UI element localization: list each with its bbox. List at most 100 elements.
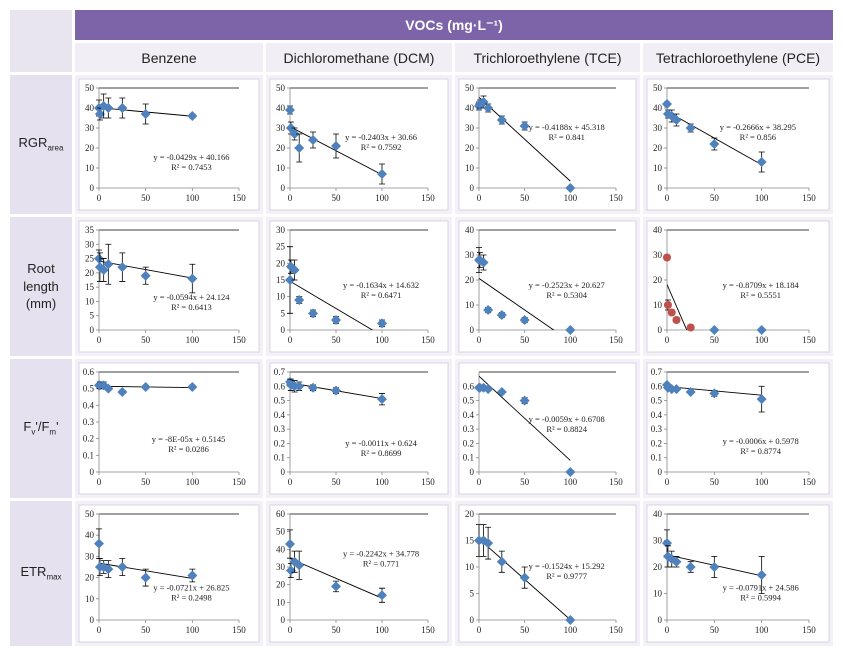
x-tick-label: 50 (520, 477, 530, 487)
y-tick-label: 5 (281, 308, 286, 318)
data-point (94, 253, 104, 264)
x-tick-label: 150 (609, 625, 623, 635)
trend-equation: y = -8E-05x + 0.5145 (152, 434, 226, 444)
y-tick-label: 50 (85, 83, 95, 93)
data-point (565, 615, 576, 625)
y-tick-label: 30 (85, 239, 95, 249)
data-point (331, 315, 341, 325)
x-tick-label: 0 (477, 625, 482, 635)
row-label: Fv'/Fm' (23, 418, 58, 438)
trend-r2: R² = 0.6471 (361, 290, 402, 300)
x-tick-label: 150 (609, 193, 623, 203)
y-tick-label: 0 (90, 183, 95, 193)
chart-cell: 0 0.1 0.2 0.3 0.4 0.5 0.6 0 50 100 150 y = -0.0059x… (455, 359, 640, 498)
chart: 0 10 20 30 40 50 0 50 100 150 y = -0.2666x + 38.29… (646, 78, 830, 211)
y-tick-label: 0.1 (463, 453, 474, 463)
x-tick-label: 100 (564, 625, 578, 635)
y-tick-label: 30 (653, 250, 663, 260)
data-point (331, 581, 341, 592)
y-tick-label: 0 (470, 183, 475, 193)
data-point (140, 270, 151, 281)
row-label-part: Root length (mm) (23, 261, 59, 312)
data-point (483, 538, 494, 549)
x-tick-label: 100 (375, 193, 389, 203)
chart-cell: 0 10 20 30 40 50 0 50 100 150 y = -0.0429x + 40.16… (75, 75, 263, 214)
y-tick-label: 0.3 (651, 424, 663, 434)
chart-background (78, 78, 260, 211)
data-point (496, 387, 507, 397)
data-point (187, 111, 198, 121)
data-point (662, 538, 672, 549)
data-point (565, 467, 576, 477)
y-tick-label: 0 (658, 183, 663, 193)
y-tick-label: 0.6 (83, 367, 95, 377)
x-tick-label: 50 (332, 625, 342, 635)
trend-r2: R² = 0.0286 (168, 444, 209, 454)
x-tick-label: 50 (141, 625, 151, 635)
y-tick-label: 10 (465, 163, 475, 173)
chart: 0 5 10 15 20 25 30 35 0 50 100 150 y = -0.0594x + 24… (78, 220, 260, 353)
y-tick-label: 0.5 (651, 396, 663, 406)
data-point (685, 123, 696, 133)
trend-r2: R² = 0.9777 (546, 571, 587, 581)
data-point (662, 551, 673, 562)
y-tick-label: 20 (276, 580, 286, 590)
chart-cell: 0 10 20 30 40 50 0 50 100 150 y = -0.0721x + 26.82… (75, 501, 263, 646)
y-tick-label: 5 (470, 589, 475, 599)
chart-background (269, 78, 449, 211)
trend-equation: y = -0.2403x + 30.66 (345, 132, 417, 142)
y-tick-label: 40 (276, 544, 286, 554)
data-point (483, 305, 494, 315)
trend-line (479, 278, 555, 330)
data-point (496, 556, 507, 567)
y-tick-label: 10 (653, 300, 663, 310)
y-tick-label: 0.2 (651, 438, 662, 448)
row-label-part: RGR (18, 135, 48, 151)
data-point (565, 325, 576, 335)
data-point (666, 111, 677, 121)
y-tick-label: 0.4 (463, 410, 475, 420)
chart-cell: 0 10 20 30 40 50 0 50 100 150 y = -0.4188x + 45.31… (455, 75, 640, 214)
data-point (308, 382, 318, 393)
y-tick-label: 20 (653, 275, 663, 285)
x-tick-label: 150 (232, 477, 246, 487)
y-tick-label: 0 (281, 615, 286, 625)
data-point (685, 562, 696, 572)
data-point (672, 316, 681, 324)
data-point (671, 115, 682, 125)
y-tick-label: 20 (465, 275, 475, 285)
data-point (667, 308, 676, 317)
y-tick-label: 0.6 (274, 381, 286, 391)
data-point (285, 275, 295, 285)
chart: 0 10 20 30 40 50 0 50 100 150 y = -0.2403x + 30.66… (269, 78, 449, 211)
data-point (478, 97, 489, 107)
trend-line (667, 284, 688, 330)
data-point (285, 261, 296, 272)
data-point (294, 381, 305, 392)
row-header: RGRarea (10, 75, 72, 214)
data-point (285, 539, 295, 550)
chart-cell: 0 10 20 30 40 50 0 50 100 150 y = -0.2666x + 38.29… (643, 75, 833, 214)
row-label: Root length (mm) (14, 260, 68, 313)
x-tick-label: 0 (288, 625, 293, 635)
data-point (103, 259, 114, 270)
chart-background (269, 362, 449, 495)
row-label-part: F (23, 419, 32, 435)
x-tick-label: 0 (665, 335, 670, 345)
y-tick-label: 0 (470, 467, 475, 477)
data-point (663, 253, 671, 262)
data-point (756, 157, 767, 167)
data-point (663, 301, 672, 309)
chart-background (78, 504, 260, 643)
data-point (140, 109, 151, 119)
trend-r2: R² = 0.771 (363, 558, 399, 568)
x-tick-label: 0 (97, 477, 102, 487)
data-point (478, 257, 489, 268)
trend-r2: R² = 0.5304 (546, 290, 587, 300)
x-tick-label: 50 (520, 335, 530, 345)
y-tick-label: 20 (85, 143, 95, 153)
y-tick-label: 0.6 (463, 381, 475, 391)
row-header: Fv'/Fm' (10, 359, 72, 498)
y-tick-label: 0 (658, 325, 663, 335)
